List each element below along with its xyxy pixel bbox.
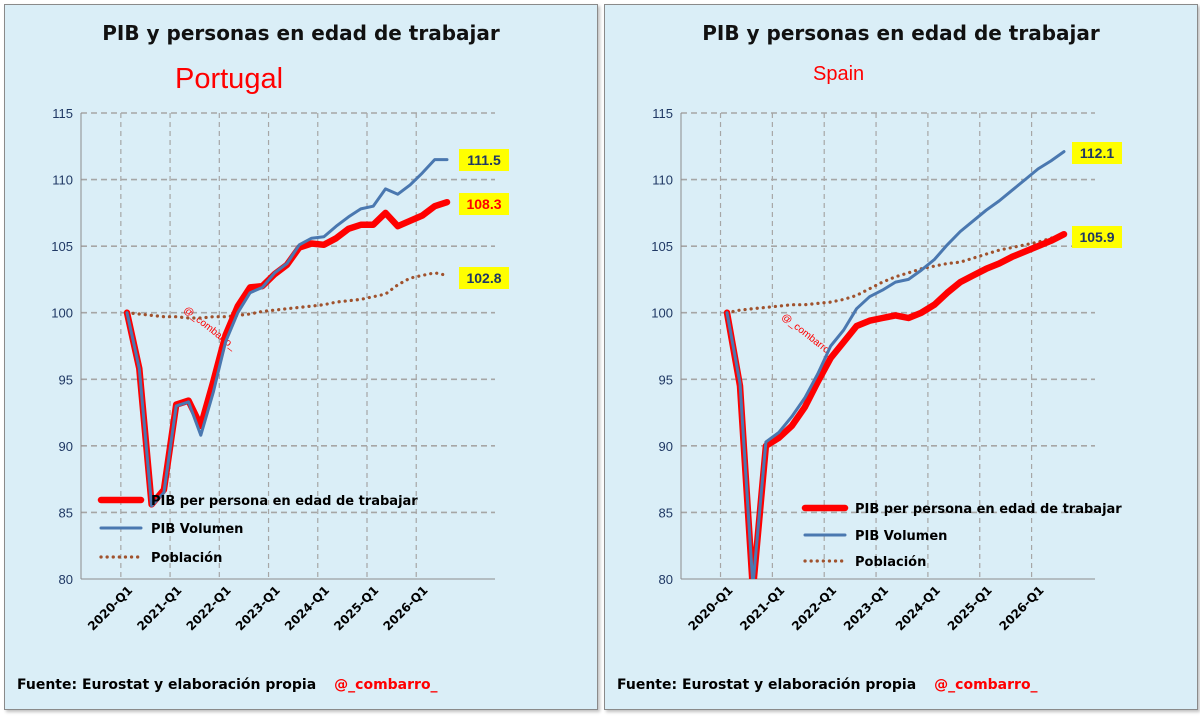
- x-tick-label: 2026-Q1: [380, 583, 430, 633]
- y-tick-label: 115: [652, 106, 673, 121]
- data-label: 108.3: [466, 196, 501, 212]
- chart-panel-spain: 80 85 90 95 100 105 110 115 2020-Q1 2021-Q1 2022-Q…: [604, 4, 1198, 710]
- series-line: [723, 230, 1068, 579]
- chart-footer: Fuente: Eurostat y elaboración propia @_c…: [617, 677, 1038, 693]
- x-tick-label: 2023-Q1: [233, 583, 283, 633]
- chart-subtitle: Portugal: [175, 63, 284, 95]
- y-tick-label: 80: [59, 572, 73, 587]
- legend-label: PIB per persona en edad de trabajar: [855, 502, 1122, 517]
- y-tick-label: 105: [651, 239, 673, 254]
- y-tick-label: 85: [659, 505, 673, 520]
- y-tick-label: 90: [659, 439, 673, 454]
- series-line: [125, 158, 449, 508]
- chart-svg: 80 85 90 95 100 105 110 115 2020-Q1 2021-Q1 2022-Q…: [51, 106, 509, 633]
- legend-label: Población: [855, 555, 926, 570]
- x-tick-label: 2020-Q1: [85, 583, 135, 633]
- y-tick-label: 80: [659, 572, 673, 587]
- y-tick-label: 105: [51, 239, 73, 254]
- legend-label: PIB Volumen: [151, 522, 243, 537]
- data-label: 112.1: [1080, 145, 1114, 161]
- series-group: [123, 158, 451, 508]
- y-tick-label: 90: [59, 439, 73, 454]
- x-tick-label: 2022-Q1: [789, 583, 839, 633]
- chart-panel-portugal: 80 85 90 95 100 105 110 115 2020-Q1 2021-Q1 2022-Q…: [4, 4, 598, 710]
- legend-label: PIB per persona en edad de trabajar: [151, 494, 418, 509]
- x-tick-label: 2026-Q1: [997, 583, 1047, 633]
- data-label: 102.8: [466, 270, 501, 286]
- x-tick-label: 2025-Q1: [331, 583, 381, 633]
- legend-label: Población: [151, 551, 222, 566]
- x-tick-label: 2024-Q1: [893, 583, 943, 633]
- data-label-box: [1072, 226, 1122, 248]
- y-tick-label: 115: [52, 106, 73, 121]
- footer-source: Fuente: Eurostat y elaboración propia: [17, 677, 317, 693]
- data-label-box: [459, 149, 509, 171]
- chart-subtitle: Spain: [813, 63, 865, 85]
- y-tick-label: 100: [51, 306, 73, 321]
- chart-title: PIB y personas en edad de trabajar: [102, 21, 500, 45]
- chart-footer: Fuente: Eurostat y elaboración propia @_c…: [17, 677, 438, 693]
- legend-label: PIB Volumen: [855, 529, 947, 544]
- x-tick-label: 2025-Q1: [945, 583, 995, 633]
- x-tick-label: 2021-Q1: [134, 583, 184, 633]
- series-line: [125, 271, 449, 320]
- x-tick-label: 2020-Q1: [685, 583, 735, 633]
- chart-svg: 80 85 90 95 100 105 110 115 2020-Q1 2021-Q1 2022-Q…: [651, 106, 1122, 633]
- y-tick-label: 110: [52, 173, 73, 188]
- y-tick-label: 85: [59, 505, 73, 520]
- data-label: 105.9: [1079, 229, 1114, 245]
- chart-title: PIB y personas en edad de trabajar: [702, 21, 1100, 45]
- data-label-box: [459, 267, 509, 289]
- footer-source: Fuente: Eurostat y elaboración propia: [617, 677, 917, 693]
- series-line: [123, 198, 451, 508]
- footer-handle: @_combarro_: [934, 677, 1038, 693]
- x-tick-label: 2022-Q1: [184, 583, 234, 633]
- series-line: [725, 150, 1066, 579]
- y-tick-label: 110: [652, 173, 673, 188]
- y-tick-label: 100: [651, 306, 673, 321]
- data-label: 111.5: [467, 152, 501, 168]
- series-group: [723, 150, 1068, 579]
- data-label-box: [1072, 142, 1122, 164]
- y-tick-label: 95: [659, 372, 673, 387]
- y-tick-label: 95: [59, 372, 73, 387]
- x-tick-label: 2023-Q1: [841, 583, 891, 633]
- data-label-box: [459, 193, 509, 215]
- footer-handle: @_combarro_: [334, 677, 438, 693]
- x-tick-label: 2021-Q1: [737, 583, 787, 633]
- x-tick-label: 2024-Q1: [282, 583, 332, 633]
